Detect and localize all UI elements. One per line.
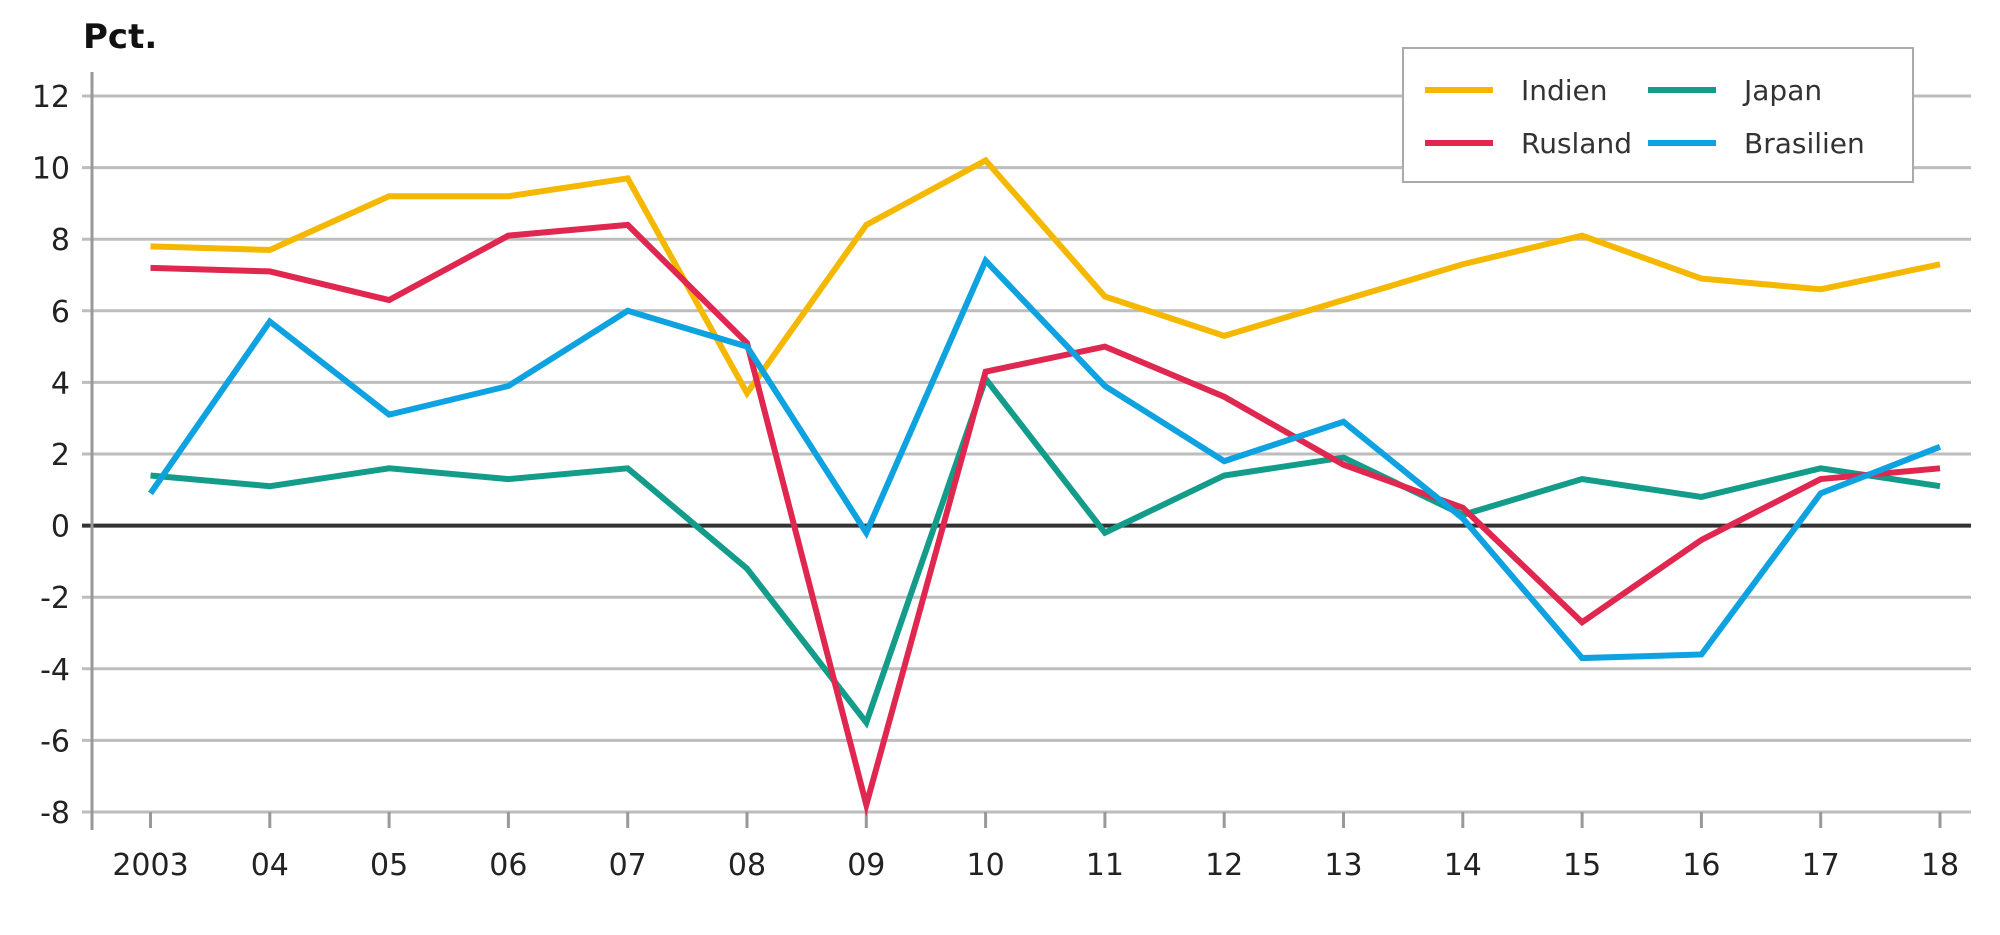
y-tick-label: 6	[51, 295, 70, 330]
legend: Indien Japan Rusland Brasilien	[1402, 47, 1914, 183]
x-tick-label: 06	[489, 848, 527, 883]
x-tick-label: 12	[1205, 848, 1243, 883]
y-tick-label: 2	[51, 438, 70, 473]
y-tick-label: 8	[51, 223, 70, 258]
legend-label-indien: Indien	[1521, 74, 1608, 107]
x-tick-label: 09	[847, 848, 885, 883]
series-line-japan	[150, 372, 1941, 729]
x-tick-label: 10	[967, 848, 1005, 883]
x-tick-label: 04	[251, 848, 289, 883]
series-lines	[148, 156, 1942, 817]
y-tick-label: 12	[32, 80, 70, 115]
x-tick-label: 2003	[112, 848, 188, 883]
x-tick-labels: 2003 04 05 06 07 08 09 10 11 12 13 14 15 16 17 18	[112, 848, 1959, 883]
y-tick-label: 0	[51, 510, 70, 545]
x-tick-label: 07	[609, 848, 647, 883]
series-line-brasilien	[148, 255, 1942, 662]
x-tick-label: 17	[1802, 848, 1840, 883]
y-tick-label: 4	[51, 366, 70, 401]
x-tick-label: 08	[728, 848, 766, 883]
x-tick-label: 13	[1324, 848, 1362, 883]
y-tick-label: -6	[40, 724, 70, 759]
legend-label-japan: Japan	[1742, 74, 1822, 107]
y-tick-label: 10	[32, 152, 70, 187]
y-tick-label: -2	[40, 581, 70, 616]
legend-box	[1402, 47, 1914, 183]
legend-label-brasilien: Brasilien	[1744, 127, 1865, 160]
series-line-indien	[150, 156, 1941, 399]
series-line-rusland	[150, 221, 1941, 817]
gridlines	[82, 94, 1971, 828]
x-tick-label: 11	[1086, 848, 1124, 883]
x-tick-label: 16	[1682, 848, 1720, 883]
y-tick-label: -4	[40, 653, 70, 688]
y-tick-label: -8	[40, 796, 70, 831]
x-tick-label: 15	[1563, 848, 1601, 883]
legend-label-rusland: Rusland	[1521, 127, 1632, 160]
x-tick-label: 18	[1921, 848, 1959, 883]
unit-label: Pct.	[83, 17, 157, 57]
y-tick-labels: 12 10 8 6 4 2 0 -2 -4 -6 -8	[32, 80, 70, 831]
x-tick-label: 14	[1444, 848, 1482, 883]
x-tick-label: 05	[370, 848, 408, 883]
